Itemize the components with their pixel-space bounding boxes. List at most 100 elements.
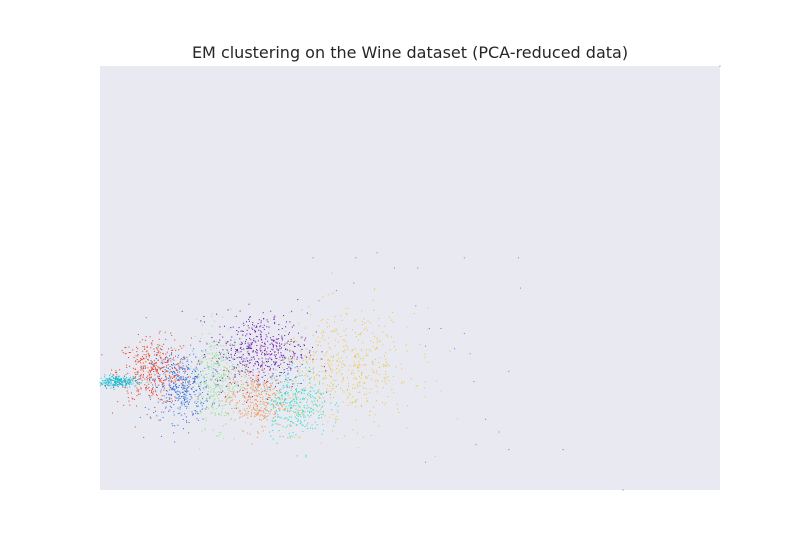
data-point [107,382,109,384]
data-point [353,378,355,380]
data-point [304,416,306,418]
data-point [174,381,176,383]
data-point [218,406,220,408]
data-point [194,401,196,403]
data-point [315,352,316,354]
data-point [357,365,359,367]
data-point [147,367,149,369]
data-point [287,373,289,375]
data-point [263,368,265,370]
data-point [326,322,328,324]
data-point [387,335,389,337]
data-point [168,401,170,402]
data-point [217,435,219,437]
data-point [286,321,287,323]
data-point [104,374,106,376]
data-point [186,379,188,381]
data-point [230,419,232,421]
data-point [290,407,292,409]
data-point [210,349,212,351]
data-point [292,383,294,385]
data-point [269,369,271,371]
data-point [288,419,290,421]
data-point [424,353,426,355]
data-point [178,386,180,388]
data-point [289,350,291,352]
data-point [296,414,298,416]
data-point [332,414,334,416]
data-point [287,369,289,371]
data-point [242,364,244,366]
data-point [247,399,249,401]
data-point [110,384,112,386]
data-point [122,383,124,385]
data-point [128,381,130,383]
data-point [193,391,195,393]
data-point [203,377,205,379]
data-point [332,359,334,361]
data-point [257,412,259,414]
data-point [343,364,345,366]
data-point [255,351,257,353]
data-point [365,349,367,351]
data-point [132,367,134,369]
data-point [248,318,250,320]
data-point [246,384,248,386]
data-point [307,399,309,401]
data-point [194,378,196,380]
data-point [171,352,172,354]
data-point [101,383,103,385]
data-point [257,368,259,370]
data-point [203,316,205,317]
data-point [160,398,162,400]
data-point [260,414,262,416]
data-point [248,349,250,351]
data-point [163,395,165,397]
data-point [245,394,247,395]
data-point [226,352,228,354]
data-point [306,428,308,429]
data-point [161,346,163,347]
data-point [348,308,350,310]
data-point [155,383,156,385]
data-point [291,399,293,401]
data-point [213,365,214,367]
data-point [195,366,197,368]
data-point [117,376,119,378]
data-point [228,383,230,385]
data-point [379,374,381,376]
data-point [330,393,331,395]
data-point [289,411,290,412]
data-point [362,357,364,359]
data-point [299,361,301,363]
data-point [262,401,264,403]
data-point [211,411,213,413]
data-point [165,371,167,372]
data-point [303,390,305,392]
data-point [199,360,201,362]
data-point [296,399,298,401]
data-point [236,367,237,369]
data-point [184,369,186,371]
data-point [239,310,241,312]
data-point [376,372,378,374]
data-point [345,341,347,343]
data-point [181,358,182,360]
data-point [260,325,262,327]
data-point [336,354,338,356]
data-point [200,337,202,339]
data-point [293,341,295,343]
data-point [229,403,231,405]
data-point [337,384,339,386]
data-point [284,357,286,359]
data-point [261,345,263,346]
data-point [260,336,262,338]
data-point [180,415,182,417]
data-point [134,372,136,374]
data-point [277,352,279,354]
data-point [283,355,285,357]
data-point [244,388,246,390]
data-point [228,414,230,416]
data-point [331,364,333,365]
data-point [377,381,379,383]
